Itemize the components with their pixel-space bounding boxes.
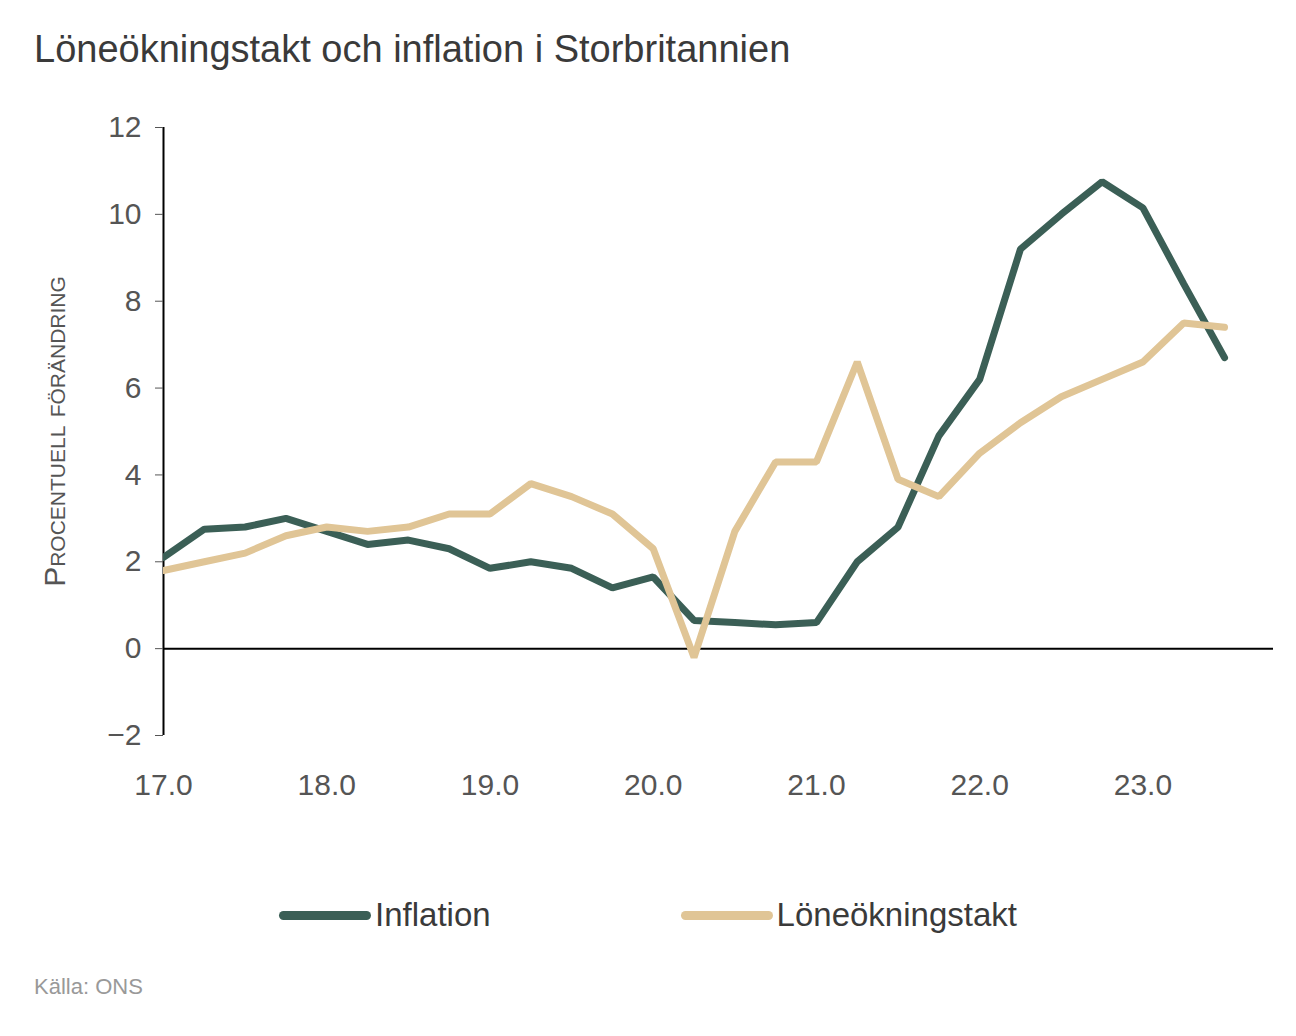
- svg-text:2: 2: [125, 544, 142, 577]
- svg-text:21.0: 21.0: [787, 768, 845, 801]
- svg-text:0: 0: [125, 631, 142, 664]
- svg-text:20.0: 20.0: [624, 768, 682, 801]
- svg-text:23.0: 23.0: [1114, 768, 1172, 801]
- svg-text:6: 6: [125, 371, 142, 404]
- svg-text:8: 8: [125, 284, 142, 317]
- svg-text:19.0: 19.0: [461, 768, 519, 801]
- svg-text:12: 12: [108, 110, 141, 143]
- svg-text:4: 4: [125, 458, 142, 491]
- html-text:Källa: ONS: Källa: ONS: [34, 974, 143, 999]
- svg-text:22.0: 22.0: [950, 768, 1008, 801]
- svg-text:18.0: 18.0: [298, 768, 356, 801]
- svg-text:10: 10: [108, 197, 141, 230]
- svg-text:17.0: 17.0: [134, 768, 192, 801]
- html-text:Löneökningstakt och inflation: Löneökningstakt och inflation i Storbrit…: [34, 28, 791, 70]
- svg-text:−2: −2: [107, 718, 141, 751]
- html-text:Inflation: Inflation: [375, 896, 491, 933]
- svg-text:Procentuell förändring: Procentuell förändring: [38, 276, 71, 587]
- html-text:Löneökningstakt: Löneökningstakt: [776, 896, 1017, 933]
